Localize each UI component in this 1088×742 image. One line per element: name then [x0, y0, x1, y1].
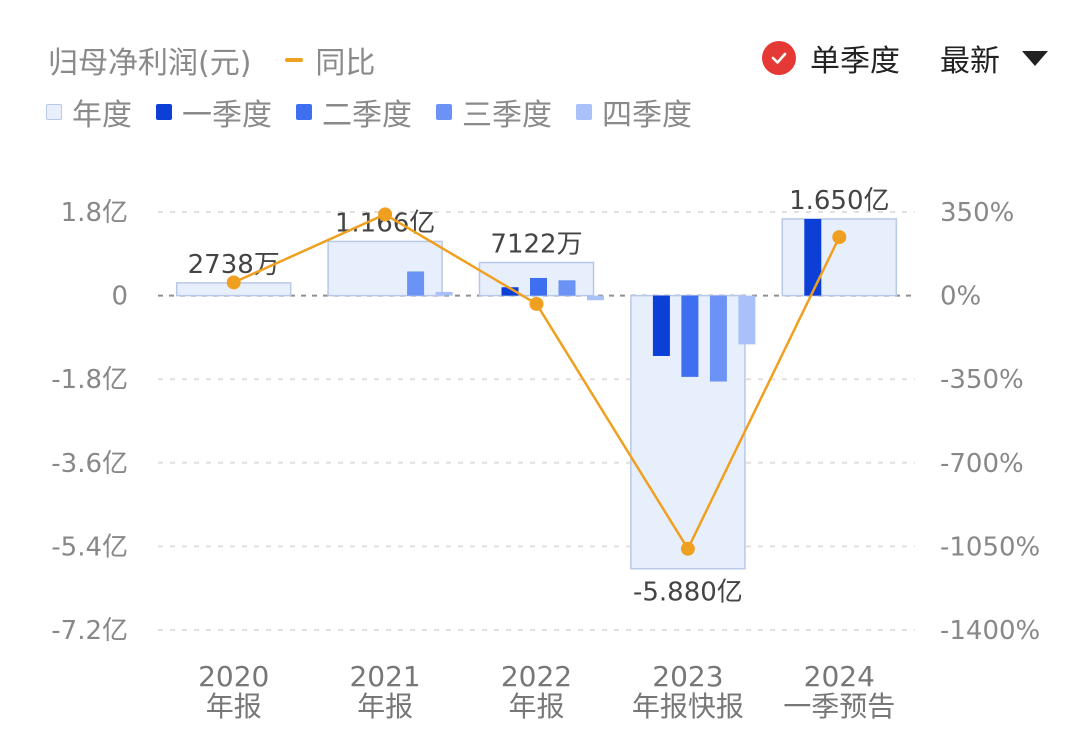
y-left-tick-label: -3.6亿 — [51, 449, 128, 479]
y-right-tick-label: -700% — [940, 449, 1024, 479]
annual-bar — [327, 240, 443, 297]
quarter-bar — [435, 291, 453, 296]
legend-label: 四季度 — [602, 98, 692, 133]
y-left-tick-label: 1.8亿 — [61, 198, 128, 228]
annual-value-label: 1.650亿 — [789, 186, 889, 216]
yoy-legend-line — [285, 58, 304, 62]
series-legend: 年度 一季度 二季度 三季度 四季度 — [46, 90, 716, 134]
x-tick-label-year: 2022 — [501, 660, 572, 693]
legend-item-q2[interactable]: 二季度 — [296, 90, 412, 134]
legend-item-q4[interactable]: 四季度 — [576, 90, 692, 134]
legend-item-annual[interactable]: 年度 — [46, 90, 132, 134]
y-right-tick-label: -1050% — [940, 532, 1040, 562]
x-tick-label-year: 2024 — [804, 660, 875, 693]
quarter-bar — [738, 295, 756, 345]
quarter-bar — [558, 280, 576, 296]
y-right-tick-label: -350% — [940, 365, 1024, 395]
mode-controls: 单季度 最新 — [762, 36, 1048, 80]
x-tick-label-year: 2021 — [349, 660, 420, 693]
legend-label: 三季度 — [462, 98, 552, 133]
legend-label: 二季度 — [322, 98, 412, 133]
legend-swatch — [576, 104, 592, 120]
quarter-bar — [587, 295, 604, 301]
annual-value-label: 2738万 — [188, 250, 280, 280]
yoy-point — [226, 275, 241, 290]
y-left-tick-label: -5.4亿 — [51, 532, 128, 562]
metric-title: 归母净利润(元) — [48, 46, 252, 81]
quarter-bar — [709, 295, 727, 382]
legend-label: 一季度 — [182, 98, 272, 133]
chevron-down-icon[interactable] — [1022, 50, 1048, 66]
y-right-tick-label: 350% — [940, 198, 1014, 228]
check-icon[interactable] — [762, 41, 796, 75]
chart-header: 归母净利润(元) 同比 — [48, 38, 375, 82]
yoy-point — [529, 296, 544, 311]
x-tick-label-type: 年报快报 — [632, 690, 744, 723]
y-left-tick-label: -1.8亿 — [51, 365, 128, 395]
quarter-bar — [501, 287, 519, 296]
legend-label: 年度 — [72, 98, 132, 133]
y-left-tick-label: 0 — [111, 282, 128, 312]
x-tick-label-type: 年报 — [357, 690, 413, 723]
single-quarter-toggle[interactable]: 单季度 — [810, 44, 900, 79]
x-tick-label-type: 年报 — [508, 690, 564, 723]
latest-dropdown[interactable]: 最新 — [940, 44, 1000, 79]
quarter-bar — [407, 271, 425, 296]
legend-item-q1[interactable]: 一季度 — [156, 90, 272, 134]
y-left-tick-label: -7.2亿 — [51, 616, 128, 646]
quarter-bar — [681, 295, 699, 377]
x-tick-label-year: 2020 — [198, 660, 269, 693]
annual-value-label: -5.880亿 — [633, 578, 743, 608]
legend-swatch — [46, 104, 62, 120]
y-right-tick-label: 0% — [940, 282, 981, 312]
legend-swatch — [156, 104, 172, 120]
yoy-point — [680, 541, 695, 556]
legend-swatch — [296, 104, 312, 120]
quarter-bar — [652, 295, 670, 356]
legend-item-q3[interactable]: 三季度 — [436, 90, 552, 134]
y-right-tick-label: -1400% — [940, 616, 1040, 646]
x-tick-label-type: 年报 — [206, 690, 262, 723]
x-tick-label-year: 2023 — [652, 660, 723, 693]
yoy-legend-label: 同比 — [315, 46, 376, 81]
quarter-bar — [530, 277, 547, 296]
legend-swatch — [436, 104, 452, 120]
annual-value-label: 7122万 — [490, 230, 582, 260]
yoy-point — [832, 230, 847, 245]
quarter-bar — [804, 218, 822, 296]
x-tick-label-type: 一季预告 — [783, 690, 895, 723]
yoy-point — [378, 207, 393, 222]
